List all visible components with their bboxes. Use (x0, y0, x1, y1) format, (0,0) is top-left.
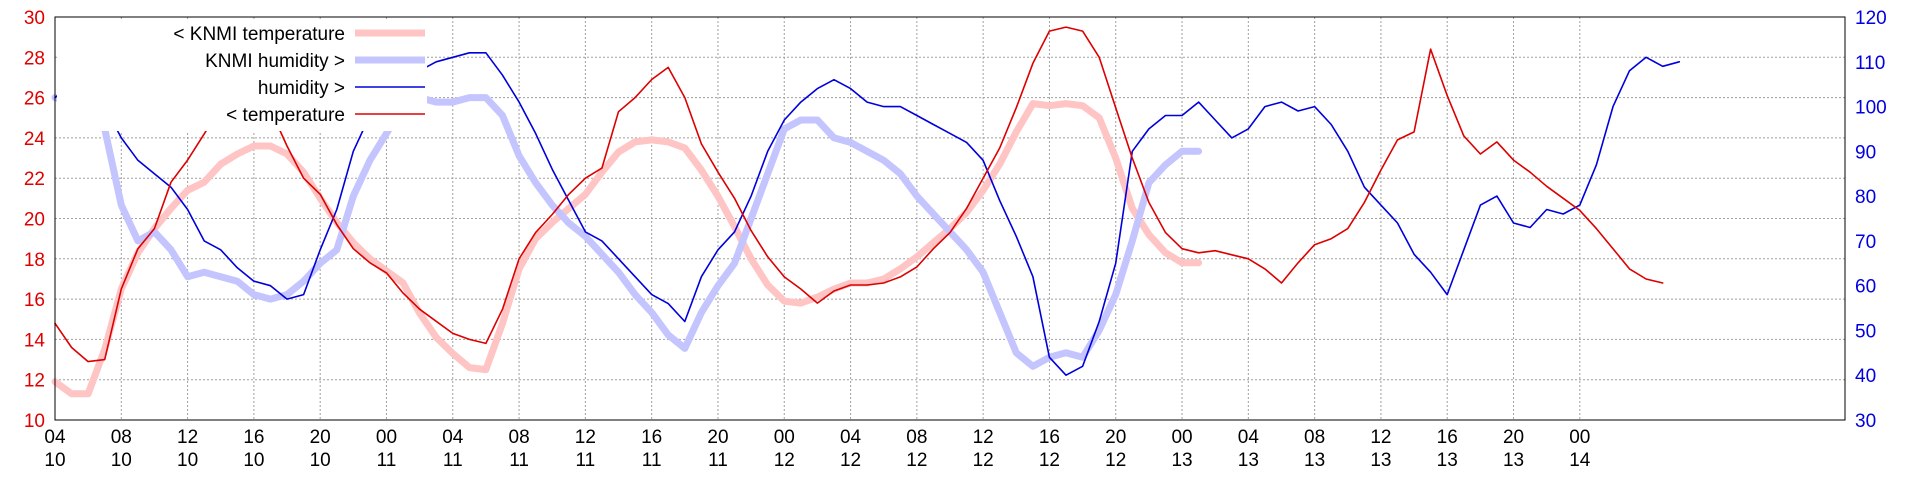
x-tick-hour: 00 (1569, 427, 1590, 448)
x-tick-day: 10 (310, 450, 331, 471)
x-tick-hour: 20 (1105, 427, 1126, 448)
x-tick-hour: 04 (840, 427, 862, 448)
x-tick-day: 11 (642, 450, 662, 471)
right-tick-label: 90 (1855, 142, 1876, 163)
left-tick-label: 26 (24, 89, 45, 110)
series-line (51, 100, 1203, 398)
x-tick-hour: 20 (707, 427, 728, 448)
legend-label: < KNMI temperature (173, 24, 345, 45)
plot-frame (54, 16, 1846, 421)
x-tick-day: 11 (509, 450, 529, 471)
x-tick-day: 13 (1370, 450, 1391, 471)
right-axis-ticks: 30 40 50 60 70 80 90 100 110 120 (1855, 8, 1887, 432)
x-tick-day: 12 (840, 450, 861, 471)
x-tick-day: 10 (111, 450, 132, 471)
legend-background (57, 19, 427, 131)
left-tick-label: 10 (24, 411, 45, 432)
x-tick-hour: 00 (1171, 427, 1192, 448)
left-tick-label: 30 (24, 8, 45, 29)
x-tick-hour: 08 (906, 427, 927, 448)
left-tick-label: 18 (24, 250, 45, 271)
x-tick-hour: 16 (1039, 427, 1060, 448)
x-tick-day: 11 (576, 450, 596, 471)
x-tick-hour: 20 (310, 427, 331, 448)
legend-label: < temperature (226, 105, 345, 126)
left-tick-label: 12 (24, 371, 45, 392)
x-tick-hour: 04 (442, 427, 464, 448)
x-tick-hour: 08 (509, 427, 530, 448)
x-tick-hour: 12 (177, 427, 198, 448)
x-tick-day: 12 (906, 450, 927, 471)
x-tick-hour: 20 (1503, 427, 1524, 448)
x-tick-hour: 04 (1238, 427, 1260, 448)
x-tick-hour: 00 (774, 427, 795, 448)
x-tick-day: 14 (1569, 450, 1591, 471)
x-tick-day: 12 (1039, 450, 1060, 471)
x-tick-day: 13 (1437, 450, 1458, 471)
grid-lines (55, 17, 1845, 420)
x-tick-hour: 12 (575, 427, 596, 448)
legend-label: humidity > (258, 78, 345, 99)
right-tick-label: 70 (1855, 232, 1876, 253)
legend-label: KNMI humidity > (205, 51, 345, 72)
right-tick-label: 50 (1855, 321, 1876, 342)
left-tick-label: 22 (24, 169, 45, 190)
x-tick-day: 12 (1105, 450, 1126, 471)
right-tick-label: 60 (1855, 277, 1876, 298)
x-tick-hour: 16 (243, 427, 264, 448)
x-tick-day: 10 (243, 450, 264, 471)
x-tick-day: 13 (1238, 450, 1259, 471)
left-axis-ticks: 10 12 14 16 18 20 22 24 26 28 30 (24, 8, 46, 432)
series-line (51, 94, 1203, 370)
left-tick-label: 16 (24, 290, 45, 311)
left-tick-label: 24 (24, 129, 46, 150)
x-tick-day: 11 (443, 450, 463, 471)
series-line (54, 52, 1681, 376)
right-tick-label: 80 (1855, 187, 1876, 208)
legend: < KNMI temperature KNMI humidity > humidit… (57, 19, 427, 131)
x-tick-day: 13 (1171, 450, 1192, 471)
x-tick-hour: 12 (1370, 427, 1391, 448)
right-tick-label: 40 (1855, 366, 1876, 387)
x-tick-hour: 16 (641, 427, 662, 448)
x-tick-day: 12 (973, 450, 994, 471)
x-tick-day: 13 (1503, 450, 1524, 471)
x-tick-day: 11 (708, 450, 728, 471)
left-tick-label: 20 (24, 210, 45, 231)
x-tick-day: 11 (377, 450, 397, 471)
right-tick-label: 100 (1855, 98, 1887, 119)
x-tick-hour: 00 (376, 427, 397, 448)
x-tick-day: 10 (177, 450, 198, 471)
x-tick-day: 13 (1304, 450, 1325, 471)
x-tick-hour: 16 (1437, 427, 1458, 448)
x-tick-hour: 12 (973, 427, 994, 448)
x-tick-hour: 08 (1304, 427, 1325, 448)
x-tick-day: 10 (44, 450, 65, 471)
right-tick-label: 30 (1855, 411, 1876, 432)
x-tick-hour: 04 (44, 427, 66, 448)
right-tick-label: 110 (1855, 53, 1885, 74)
series-line (54, 26, 1664, 363)
series-lines (51, 26, 1681, 398)
left-tick-label: 14 (24, 330, 46, 351)
right-tick-label: 120 (1855, 8, 1887, 29)
x-tick-day: 12 (774, 450, 795, 471)
left-tick-label: 28 (24, 48, 45, 69)
bottom-axis-ticks: 0410081012101610201000110411081112111611… (44, 427, 1590, 471)
x-tick-hour: 08 (111, 427, 132, 448)
